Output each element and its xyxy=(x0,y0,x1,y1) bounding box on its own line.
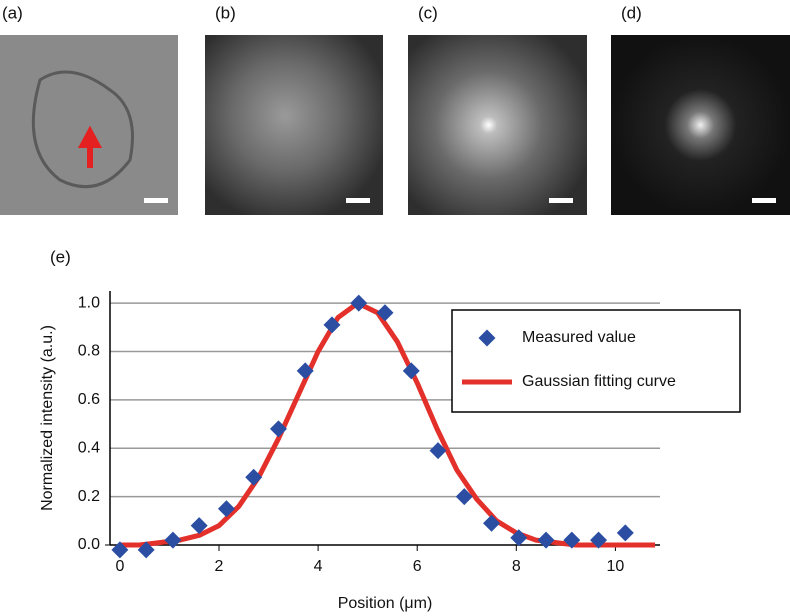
scale-bar xyxy=(549,198,573,203)
x-tick-label: 0 xyxy=(115,558,124,575)
marker xyxy=(616,524,634,542)
marker xyxy=(350,294,368,312)
marker xyxy=(429,442,447,460)
marker xyxy=(111,541,129,559)
cell-outline xyxy=(31,70,134,189)
y-tick-label: 1.0 xyxy=(78,294,100,311)
fit-curve xyxy=(119,300,656,548)
x-tick-label: 2 xyxy=(215,558,224,575)
marker xyxy=(510,529,528,547)
marker xyxy=(245,468,263,486)
scale-bar xyxy=(752,198,776,203)
marker xyxy=(269,420,287,438)
y-tick-label: 0.4 xyxy=(78,439,100,456)
x-tick-label: 6 xyxy=(413,558,422,575)
y-tick-label: 0.6 xyxy=(78,391,100,408)
y-axis-label: Normalized intensity (a.u.) xyxy=(39,325,56,511)
x-tick-label: 4 xyxy=(314,558,323,575)
y-tick-label: 0.0 xyxy=(78,536,100,553)
panel-label: (c) xyxy=(418,3,438,22)
marker xyxy=(137,541,155,559)
marker xyxy=(190,517,208,535)
x-tick-label: 10 xyxy=(607,558,625,575)
marker xyxy=(323,316,341,334)
image-c xyxy=(408,35,587,215)
marker xyxy=(402,362,420,380)
image-d xyxy=(611,35,790,215)
panel-label: (a) xyxy=(2,3,23,22)
y-tick-label: 0.2 xyxy=(78,488,100,505)
y-tick-label: 0.8 xyxy=(78,343,100,360)
panel-label: (d) xyxy=(621,3,642,22)
marker xyxy=(455,488,473,506)
marker xyxy=(483,514,501,532)
marker xyxy=(537,531,555,549)
marker xyxy=(590,531,608,549)
marker xyxy=(296,362,314,380)
marker xyxy=(376,304,394,322)
panel-label: (b) xyxy=(215,3,236,22)
legend-marker xyxy=(478,329,496,347)
marker xyxy=(217,500,235,518)
image-b xyxy=(205,35,383,215)
legend-label: Gaussian fitting curve xyxy=(522,373,676,390)
legend-label: Measured value xyxy=(522,329,636,346)
scale-bar xyxy=(144,198,168,203)
marker xyxy=(563,531,581,549)
marker xyxy=(164,531,182,549)
x-axis-label: Position (μm) xyxy=(338,595,433,612)
panel-label: (e) xyxy=(50,247,71,266)
x-tick-label: 8 xyxy=(512,558,521,575)
legend-box xyxy=(451,309,741,413)
arrow xyxy=(77,125,103,168)
scale-bar xyxy=(346,198,370,203)
